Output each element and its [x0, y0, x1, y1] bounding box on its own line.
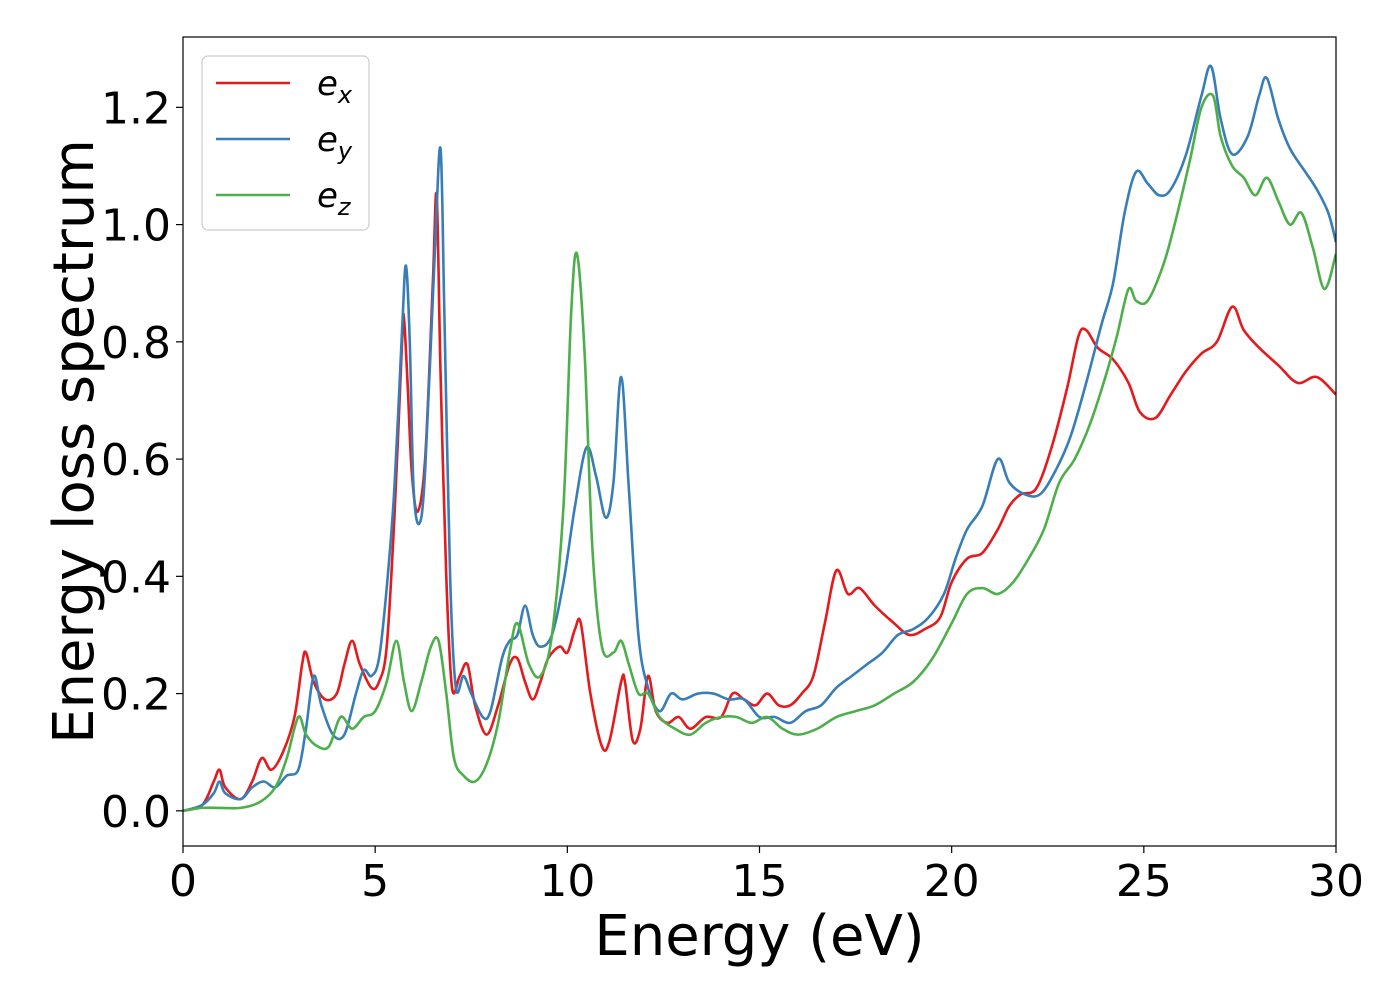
legend-entry: ey [317, 120, 353, 165]
legend: ex ey ez [201, 55, 370, 231]
x-tick-label: 5 [361, 856, 389, 907]
x-tick-label: 10 [539, 856, 595, 907]
x-tick-label: 25 [1116, 856, 1172, 907]
x-tick-label: 0 [169, 856, 197, 907]
y-tick-label: 0.4 [101, 552, 171, 603]
y-tick-label: 0.6 [101, 435, 171, 486]
y-tick-label: 0.2 [101, 670, 171, 721]
y-tick-label: 1.2 [101, 83, 171, 134]
series-line-ey [183, 64, 1336, 813]
x-tick-label: 15 [732, 856, 788, 907]
x-tick-label: 30 [1308, 856, 1364, 907]
y-tick-label: 0.8 [101, 318, 171, 369]
y-tick-label: 1.0 [101, 201, 171, 252]
legend-entry: ex [317, 64, 353, 109]
y-tick-label: 0.0 [101, 787, 171, 838]
ticks-layer: 0 5 10 15 20 25 30 0.0 0.2 0.4 0.6 0.8 1.0 1.2 [101, 83, 1364, 907]
legend-entry: ez [317, 176, 352, 221]
y-axis-label: Energy loss spectrum [42, 139, 107, 744]
series-line-ez [183, 92, 1336, 813]
x-axis-label: Energy (eV) [594, 904, 924, 969]
series-layer [183, 64, 1336, 813]
x-tick-label: 20 [924, 856, 980, 907]
legend-box [201, 55, 370, 231]
